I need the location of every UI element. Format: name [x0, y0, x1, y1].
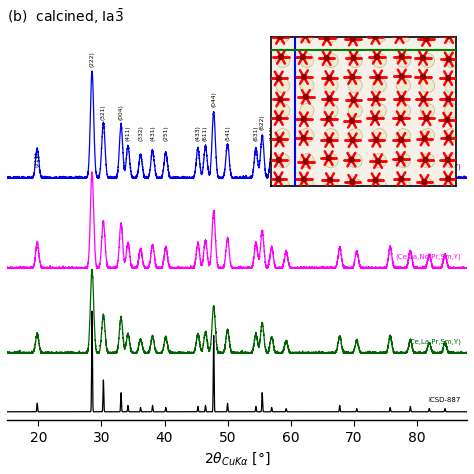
Text: (251): (251) [163, 125, 168, 141]
Text: (433): (433) [195, 125, 201, 141]
Text: (444): (444) [269, 125, 274, 141]
Text: (084): (084) [408, 125, 413, 141]
Text: (811): (811) [354, 125, 359, 141]
Text: (291): (291) [427, 125, 432, 141]
Text: (622): (622) [260, 115, 264, 130]
Text: (541): (541) [225, 125, 230, 141]
Text: ICSD-887: ICSD-887 [428, 397, 461, 403]
Text: (332): (332) [138, 125, 143, 141]
Text: (008): (008) [337, 125, 342, 141]
Text: (Ce,La,Pr,Sm,Y): (Ce,La,Pr,Sm,Y) [407, 338, 461, 345]
Text: (411): (411) [126, 125, 130, 141]
X-axis label: 2$\theta_{CuK\alpha}$ [°]: 2$\theta_{CuK\alpha}$ [°] [204, 450, 270, 467]
Text: (004): (004) [118, 104, 124, 120]
Text: (Ce,Gd,La,Nd,Pr,Sm,Y): (Ce,Gd,La,Nd,Pr,Sm,Y) [383, 163, 461, 170]
Text: (b)  calcined, Ia$\bar{3}$: (b) calcined, Ia$\bar{3}$ [7, 7, 124, 26]
Text: (431): (431) [150, 125, 155, 141]
Text: (Ce,La,Nd,Pr,Sm,Y): (Ce,La,Nd,Pr,Sm,Y) [395, 254, 461, 260]
Text: (611): (611) [203, 126, 208, 141]
Text: (211): (211) [35, 152, 40, 167]
Text: (321): (321) [101, 104, 106, 120]
Text: (044): (044) [211, 91, 216, 107]
Text: (633): (633) [283, 125, 289, 141]
Text: (631): (631) [254, 125, 258, 141]
Text: (222): (222) [90, 51, 94, 67]
Text: (662): (662) [388, 125, 392, 141]
Text: (851): (851) [443, 125, 447, 141]
